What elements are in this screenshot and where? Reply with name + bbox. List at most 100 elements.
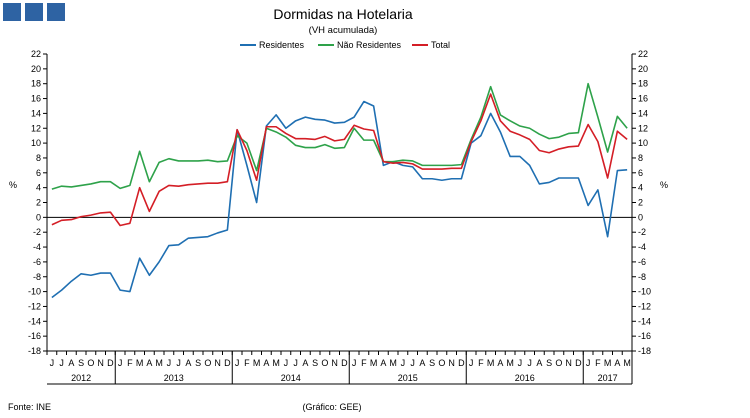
y-tick-label-right: -14 xyxy=(638,316,651,326)
y-tick-label-left: 16 xyxy=(31,94,41,104)
y-tick-label-left: 14 xyxy=(31,108,41,118)
y-tick-label-right: 16 xyxy=(638,94,648,104)
y-tick-label-right: -12 xyxy=(638,301,651,311)
x-month-label: N xyxy=(97,358,104,368)
x-month-label: F xyxy=(127,358,133,368)
y-tick-label-right: 10 xyxy=(638,138,648,148)
series-line-1 xyxy=(51,100,628,299)
y-tick-label-right: -6 xyxy=(638,257,646,267)
series-line-3 xyxy=(51,93,628,227)
y-tick-label-right: 18 xyxy=(638,79,648,89)
y-axis-label-left: % xyxy=(9,180,17,190)
y-tick-label-right: -4 xyxy=(638,242,646,252)
y-tick-label-right: 22 xyxy=(638,49,648,59)
legend-label-3: Total xyxy=(431,40,450,50)
plot-area: -18 -18 -16 -16 -14 -14 -12 -12 -10 -10 -8 -8 -6 -6 -4… xyxy=(28,49,651,385)
x-month-label: A xyxy=(419,358,425,368)
y-tick-label-left: -2 xyxy=(33,227,41,237)
x-month-label: N xyxy=(214,358,221,368)
x-month-label: S xyxy=(195,358,201,368)
x-month-label: S xyxy=(78,358,84,368)
x-month-label: S xyxy=(312,358,318,368)
x-month-label: D xyxy=(224,358,231,368)
logo-square-2 xyxy=(25,3,43,21)
x-month-label: F xyxy=(361,358,367,368)
y-tick-label-left: 18 xyxy=(31,79,41,89)
source-text: Fonte: INE xyxy=(8,402,51,412)
x-month-label: N xyxy=(331,358,338,368)
y-tick-label-left: -4 xyxy=(33,242,41,252)
x-month-label: A xyxy=(614,358,620,368)
x-year-label: 2014 xyxy=(281,373,301,383)
logo xyxy=(3,3,65,21)
y-tick-label-left: -10 xyxy=(28,287,41,297)
x-year-label: 2013 xyxy=(164,373,184,383)
y-tick-label-left: -6 xyxy=(33,257,41,267)
x-month-label: J xyxy=(352,358,357,368)
x-month-label: M xyxy=(136,358,144,368)
y-tick-label-right: 8 xyxy=(638,153,643,163)
y-tick-label-left: 0 xyxy=(36,212,41,222)
x-month-label: J xyxy=(167,358,172,368)
x-month-label: J xyxy=(518,358,523,368)
y-tick-label-left: 12 xyxy=(31,123,41,133)
x-month-label: J xyxy=(50,358,55,368)
y-tick-label-left: 22 xyxy=(31,49,41,59)
y-tick-label-right: 2 xyxy=(638,198,643,208)
chart-title: Dormidas na Hotelaria xyxy=(273,6,412,22)
legend: Residentes Não Residentes Total xyxy=(240,40,450,50)
chart-subtitle: (VH acumulada) xyxy=(309,25,378,36)
y-tick-label-right: -10 xyxy=(638,287,651,297)
x-month-label: F xyxy=(478,358,484,368)
y-tick-label-right: 14 xyxy=(638,108,648,118)
y-tick-label-left: 10 xyxy=(31,138,41,148)
x-month-label: M xyxy=(604,358,612,368)
x-month-label: J xyxy=(284,358,289,368)
x-month-label: M xyxy=(623,358,631,368)
x-month-label: F xyxy=(595,358,601,368)
legend-label-1: Residentes xyxy=(259,40,305,50)
x-month-label: J xyxy=(586,358,591,368)
logo-square-3 xyxy=(47,3,65,21)
x-month-label: S xyxy=(546,358,552,368)
y-tick-label-left: 20 xyxy=(31,64,41,74)
x-month-label: A xyxy=(185,358,191,368)
y-tick-label-right: -18 xyxy=(638,346,651,356)
x-month-label: M xyxy=(487,358,495,368)
x-month-label: O xyxy=(321,358,328,368)
x-month-label: J xyxy=(469,358,474,368)
y-tick-label-right: 4 xyxy=(638,183,643,193)
x-month-label: J xyxy=(176,358,181,368)
x-month-label: A xyxy=(497,358,503,368)
x-month-label: A xyxy=(68,358,74,368)
x-month-label: J xyxy=(293,358,298,368)
y-tick-label-right: 20 xyxy=(638,64,648,74)
x-year-label: 2012 xyxy=(71,373,91,383)
x-month-label: M xyxy=(389,358,397,368)
logo-square-1 xyxy=(3,3,21,21)
x-month-label: A xyxy=(302,358,308,368)
y-tick-label-right: -16 xyxy=(638,331,651,341)
y-tick-label-left: 2 xyxy=(36,198,41,208)
x-year-label: 2015 xyxy=(398,373,418,383)
x-month-label: D xyxy=(458,358,465,368)
y-tick-label-left: -18 xyxy=(28,346,41,356)
x-month-label: A xyxy=(263,358,269,368)
x-month-label: D xyxy=(575,358,582,368)
x-month-label: J xyxy=(410,358,415,368)
x-year-label: 2016 xyxy=(515,373,535,383)
y-tick-label-left: -8 xyxy=(33,272,41,282)
x-month-label: J xyxy=(235,358,240,368)
x-month-label: M xyxy=(253,358,261,368)
x-month-label: N xyxy=(448,358,455,368)
x-month-label: A xyxy=(536,358,542,368)
x-month-label: O xyxy=(438,358,445,368)
legend-label-2: Não Residentes xyxy=(337,40,402,50)
y-axis-label-right: % xyxy=(660,180,668,190)
credit-text: (Gráfico: GEE) xyxy=(302,402,361,412)
y-tick-label-right: 0 xyxy=(638,212,643,222)
y-tick-label-left: 8 xyxy=(36,153,41,163)
x-month-label: J xyxy=(59,358,64,368)
x-month-label: J xyxy=(527,358,532,368)
